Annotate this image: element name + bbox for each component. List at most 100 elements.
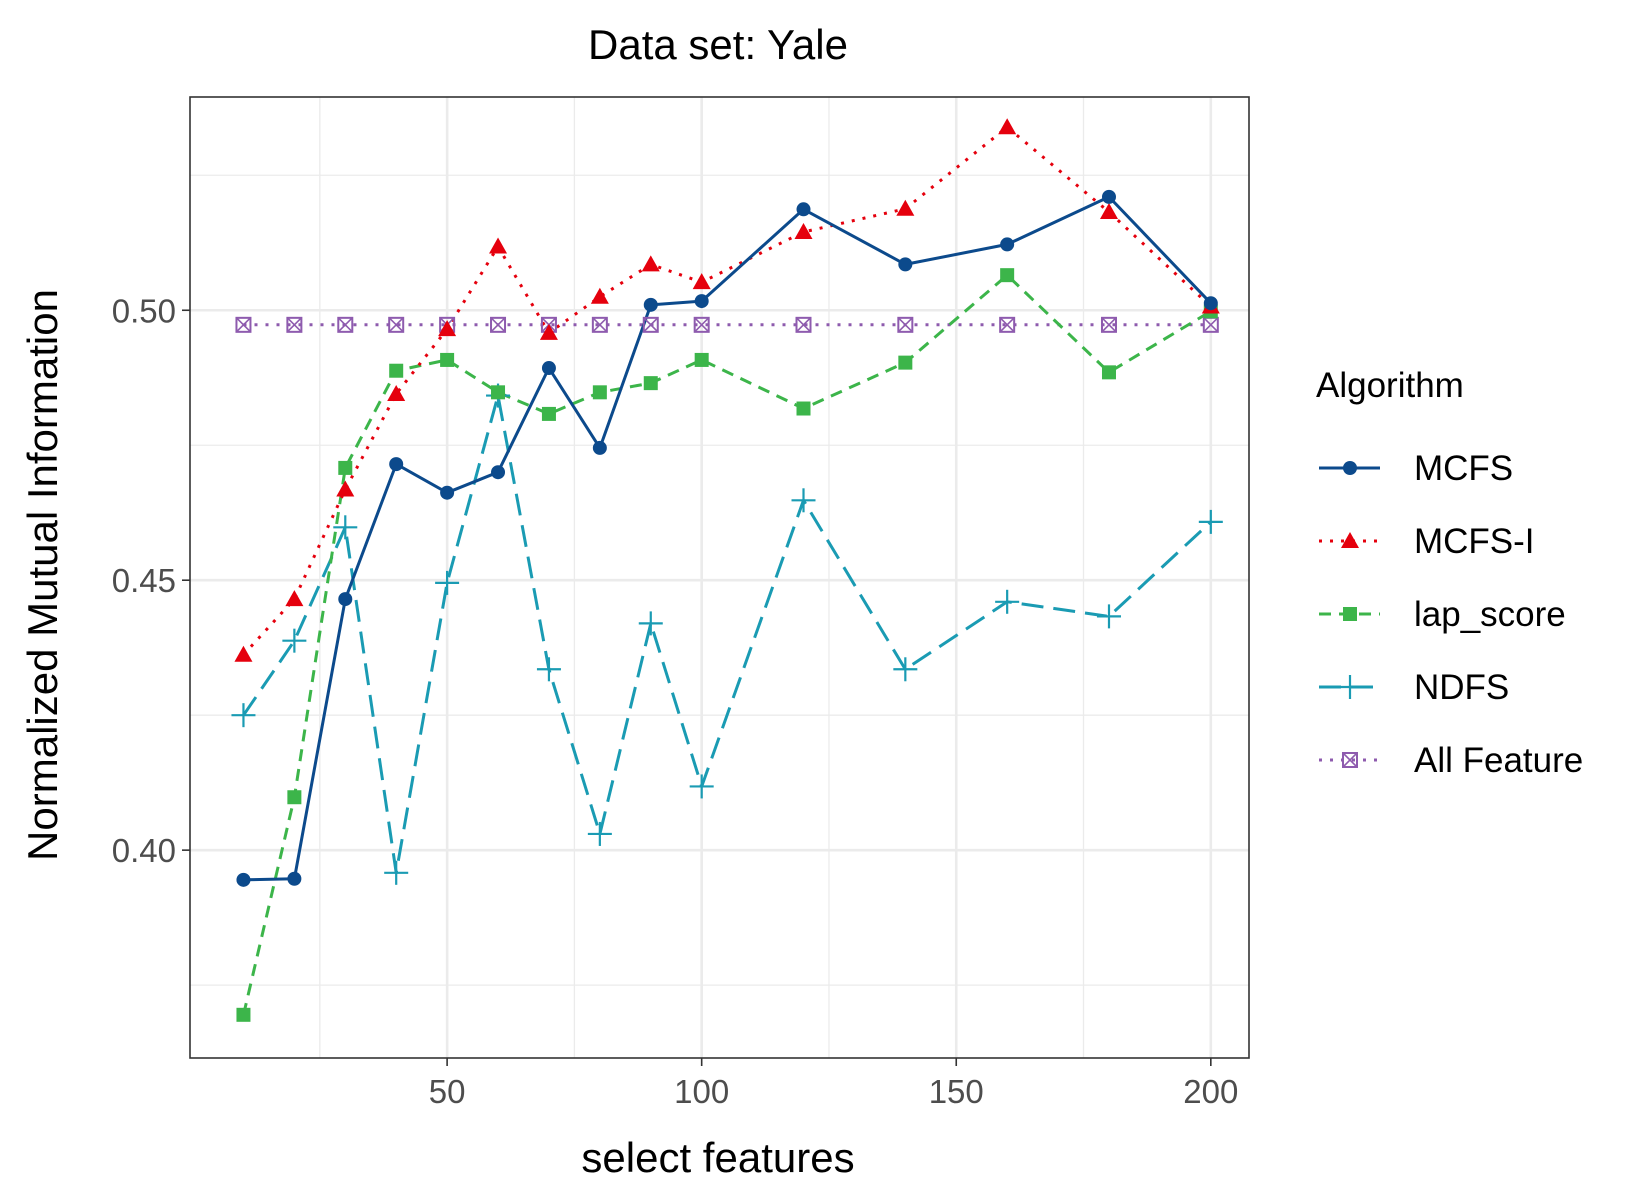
legend-key-marker [1342,752,1358,768]
legend-item-lap-score: lap_score [1319,595,1566,634]
data-point-ndfs [1198,509,1223,534]
plot-panel [189,96,1250,1059]
y-tick-label: 0.40 [112,832,176,869]
data-point-ndfs [893,657,918,682]
data-point-lap-score [592,385,607,400]
data-point-mcfs [1101,189,1116,204]
data-point-mcfs-i [387,384,406,401]
chart-title: Data set: Yale [588,21,848,68]
series-line-ndfs [242,394,1212,875]
data-point-mcfs [287,871,302,886]
data-point-ndfs [995,589,1020,614]
x-tick-label: 150 [929,1073,984,1110]
x-axis-ticks: 50 100 150 200 [429,1058,1238,1110]
data-point-ndfs [435,570,460,595]
data-point-mcfs [592,440,607,455]
data-point-ndfs [536,657,561,682]
legend-item-mcfs: MCFS [1319,449,1513,488]
data-point-ndfs [282,628,307,653]
data-point-all-feature [591,316,608,333]
data-point-mcfs [338,592,353,607]
legend-item-all-feature: All Feature [1319,741,1583,780]
data-point-mcfs [491,465,506,480]
data-point-mcfs [440,485,455,500]
data-point-mcfs [796,202,811,217]
major-gridlines [190,97,1249,1058]
data-point-all-feature [286,316,303,333]
y-tick-label: 0.45 [112,562,176,599]
series-line-mcfs-i [242,125,1212,656]
data-point-all-feature [1100,316,1117,333]
data-point-ndfs [1096,604,1121,629]
data-point-mcfs-i [692,273,711,290]
data-point-ndfs [231,703,256,728]
data-point-all-feature [897,316,914,333]
data-point-mcfs [389,457,404,472]
data-point-mcfs [898,257,913,272]
data-point-mcfs [1000,237,1015,252]
legend-item-mcfs-i: MCFS-I [1319,522,1535,561]
data-point-mcfs-i [794,222,813,239]
legend-label: NDFS [1414,668,1509,707]
data-point-lap-score [643,376,658,391]
data-point-lap-score [541,406,556,421]
data-point-ndfs [587,821,612,846]
data-point-all-feature [999,316,1016,333]
data-point-lap-score [287,790,302,805]
data-point-mcfs [541,361,556,376]
legend: Algorithm MCFS MCFS-I lap_score NDFS All Fea… [1316,366,1583,780]
y-axis-ticks: 0.40 0.45 0.50 [112,292,190,869]
legend-label: MCFS [1414,449,1513,488]
data-point-mcfs-i [998,118,1017,135]
data-point-mcfs [643,297,658,312]
data-point-ndfs [791,488,816,513]
data-point-mcfs-i [1099,202,1118,219]
panel-border [189,96,1250,1059]
data-point-mcfs-i [285,590,304,607]
data-point-lap-score [796,401,811,416]
legend-label: All Feature [1414,741,1583,780]
legend-label: lap_score [1414,595,1566,634]
panel-background [190,97,1249,1058]
data-point-mcfs-i [539,323,558,340]
y-axis-title: Normalized Mutual Information [19,289,66,861]
data-point-lap-score [898,355,913,370]
legend-item-ndfs: NDFS [1319,668,1509,707]
data-point-all-feature [337,316,354,333]
data-point-mcfs-i [336,480,355,497]
legend-key-marker [1341,532,1359,548]
y-tick-label: 0.50 [112,292,176,329]
data-point-mcfs [236,872,251,887]
legend-label: MCFS-I [1414,522,1535,561]
data-point-mcfs-i [641,255,660,272]
x-tick-label: 200 [1183,1073,1238,1110]
data-point-all-feature [490,316,507,333]
data-point-lap-score [389,363,404,378]
data-point-all-feature [388,316,405,333]
data-point-lap-score [491,385,506,400]
legend-title: Algorithm [1316,366,1464,405]
data-point-mcfs-i [234,645,253,662]
data-point-ndfs [333,515,358,540]
data-point-lap-score [1101,365,1116,380]
legend-key-marker [1338,675,1362,699]
data-point-ndfs [384,860,409,885]
data-point-mcfs [1203,296,1218,311]
data-point-lap-score [694,352,709,367]
data-point-all-feature [795,316,812,333]
x-tick-label: 100 [674,1073,729,1110]
data-point-mcfs-i [590,287,609,304]
data-point-lap-score [236,1007,251,1022]
data-point-mcfs-i [489,237,508,254]
data-point-all-feature [642,316,659,333]
data-point-all-feature [693,316,710,333]
data-point-ndfs [689,774,714,799]
data-point-lap-score [338,460,353,475]
data-point-mcfs-i [896,199,915,216]
data-point-lap-score [440,352,455,367]
series-points [231,118,1223,1022]
legend-key-marker [1343,461,1357,475]
data-point-mcfs [694,294,709,309]
data-point-lap-score [1000,268,1015,283]
